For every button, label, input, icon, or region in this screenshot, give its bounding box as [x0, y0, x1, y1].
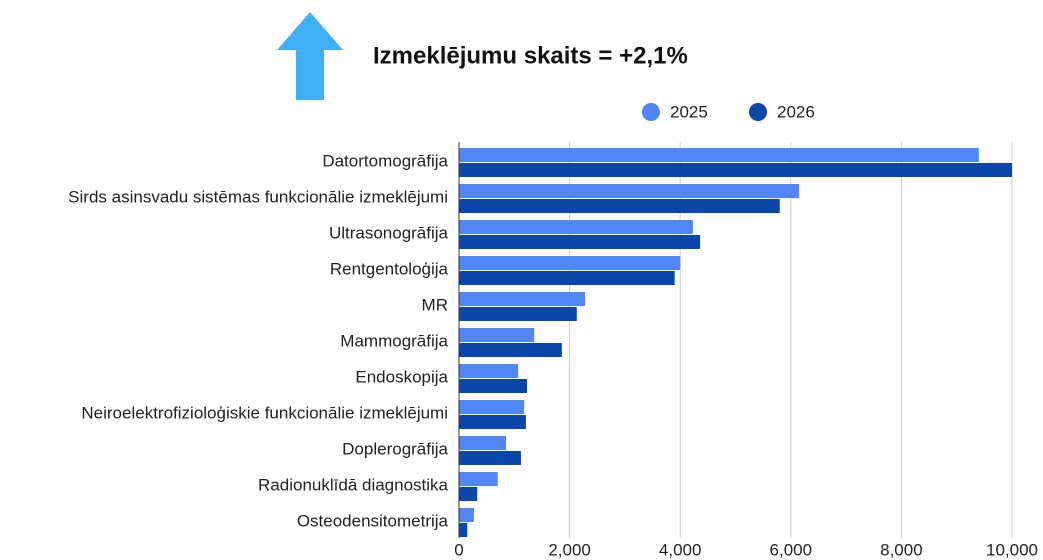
y-tick-label: Sirds asinsvadu sistēmas funkcionālie iz…	[68, 187, 448, 206]
legend-label: 2025	[670, 102, 708, 121]
x-tick-label: 10,000	[986, 540, 1038, 559]
x-tick-label: 8,000	[880, 540, 923, 559]
bar	[459, 256, 681, 270]
x-tick-label: 4,000	[659, 540, 702, 559]
x-tick-label: 0	[454, 540, 463, 559]
bar	[459, 436, 507, 450]
bar	[459, 271, 675, 285]
bar	[459, 163, 1012, 177]
bar	[459, 379, 528, 393]
y-tick-label: Radionuklīdā diagnostika	[258, 475, 449, 494]
bar	[459, 328, 535, 342]
y-tick-label: Datortomogrāfija	[322, 151, 448, 170]
bar	[459, 199, 780, 213]
y-tick-label: Neiroelektrofizioloģiskie funkcionālie i…	[81, 403, 448, 422]
y-tick-label: Doplerogrāfija	[342, 439, 448, 458]
y-tick-label: Endoskopija	[355, 367, 448, 386]
legend-label: 2026	[777, 102, 815, 121]
y-tick-label: Rentgentoloģija	[330, 259, 449, 278]
bar	[459, 148, 979, 162]
legend-swatch	[749, 103, 767, 121]
bar	[459, 184, 800, 198]
bar	[459, 400, 525, 414]
y-tick-label: MR	[422, 295, 448, 314]
y-tick-label: Ultrasonogrāfija	[329, 223, 449, 242]
bar	[459, 415, 526, 429]
bar	[459, 220, 693, 234]
bar	[459, 307, 577, 321]
bar	[459, 508, 474, 522]
bar	[459, 523, 468, 537]
x-tick-label: 6,000	[770, 540, 813, 559]
bar	[459, 472, 498, 486]
legend-swatch	[642, 103, 660, 121]
bar	[459, 487, 478, 501]
y-tick-label: Mammogrāfija	[340, 331, 448, 350]
chart-title: Izmeklējumu skaits = +2,1%	[373, 42, 688, 69]
x-tick-label: 2,000	[548, 540, 591, 559]
y-tick-label: Osteodensitometrija	[297, 511, 449, 530]
bar	[459, 451, 521, 465]
bar	[459, 292, 586, 306]
bar	[459, 364, 519, 378]
up-arrow-icon	[277, 12, 343, 100]
bar	[459, 343, 562, 357]
bar	[459, 235, 701, 249]
